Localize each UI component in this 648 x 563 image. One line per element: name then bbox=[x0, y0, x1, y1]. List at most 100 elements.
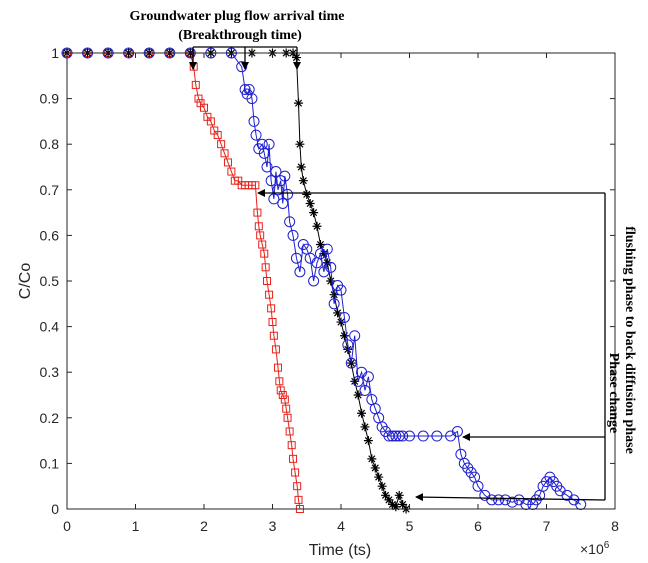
data-point bbox=[404, 430, 415, 442]
data-point bbox=[265, 290, 274, 299]
data-point bbox=[305, 198, 315, 208]
data-point bbox=[253, 208, 262, 217]
data-point bbox=[275, 377, 284, 386]
x-tick-label: 6 bbox=[474, 518, 482, 534]
right-annotation-group-2: flushing phase to back diffusion phase bbox=[622, 226, 637, 454]
x-tick-label: 1 bbox=[132, 518, 140, 534]
y-tick-label: 0.3 bbox=[40, 364, 60, 380]
data-point bbox=[258, 147, 270, 159]
data-point bbox=[279, 170, 291, 182]
data-point bbox=[362, 371, 374, 383]
right-annotation-line2: flushing phase to back diffusion phase bbox=[622, 226, 637, 454]
y-tick-label: 0.9 bbox=[40, 91, 60, 107]
data-point bbox=[298, 176, 308, 186]
x-axis-label: Time (ts) bbox=[309, 542, 372, 559]
x-tick-label: 2 bbox=[200, 518, 208, 534]
data-point bbox=[335, 284, 347, 296]
x-tick-label: 4 bbox=[337, 518, 345, 534]
right-arrow-3 bbox=[415, 493, 606, 502]
data-point bbox=[417, 430, 429, 442]
data-point bbox=[377, 481, 387, 491]
data-point bbox=[328, 298, 340, 310]
data-point bbox=[276, 386, 285, 395]
data-point bbox=[282, 188, 294, 200]
data-point bbox=[308, 275, 320, 287]
data-point bbox=[349, 330, 361, 342]
data-point bbox=[312, 221, 322, 231]
data-point bbox=[278, 391, 287, 399]
data-point bbox=[394, 490, 404, 500]
data-point bbox=[345, 357, 357, 369]
data-point bbox=[384, 495, 394, 505]
data-point bbox=[273, 363, 282, 372]
x-tick-label: 5 bbox=[406, 518, 414, 534]
data-point bbox=[295, 139, 305, 149]
data-point bbox=[283, 413, 292, 422]
data-point bbox=[370, 463, 380, 473]
data-point bbox=[342, 339, 354, 351]
data-point bbox=[325, 261, 337, 273]
data-point bbox=[293, 482, 302, 491]
data-point bbox=[359, 384, 371, 396]
data-point bbox=[486, 494, 498, 506]
right-annotation-arrows bbox=[257, 189, 606, 502]
x-multiplier: ×106 bbox=[580, 540, 610, 557]
data-point bbox=[374, 472, 384, 482]
data-point bbox=[329, 290, 339, 300]
data-point bbox=[267, 304, 276, 313]
data-point bbox=[451, 425, 463, 437]
right-annotation-line1: Phase change bbox=[606, 353, 621, 434]
y-tick-label: 0.6 bbox=[40, 227, 60, 243]
data-point bbox=[223, 158, 232, 167]
data-point bbox=[263, 138, 275, 150]
data-point bbox=[250, 129, 262, 141]
data-point bbox=[291, 468, 300, 477]
data-point bbox=[322, 258, 332, 268]
data-point bbox=[302, 189, 312, 199]
y-tick-label: 0.7 bbox=[40, 182, 60, 198]
data-point bbox=[367, 454, 377, 464]
data-point bbox=[194, 94, 203, 103]
y-tick-label: 0.2 bbox=[40, 410, 60, 426]
data-point bbox=[350, 376, 360, 386]
data-point bbox=[213, 131, 222, 140]
y-tick-label: 0.1 bbox=[40, 455, 60, 471]
x-tick-label: 8 bbox=[611, 518, 619, 534]
y-tick-label: 0.5 bbox=[40, 273, 60, 289]
data-point bbox=[191, 80, 200, 89]
data-point bbox=[260, 249, 269, 258]
y-axis-label: C/Co bbox=[17, 263, 34, 300]
data-point bbox=[261, 161, 273, 173]
data-point bbox=[280, 395, 289, 404]
top-annotation-line1: Groundwater plug flow arrival time bbox=[130, 9, 345, 24]
data-point bbox=[472, 480, 484, 492]
data-point bbox=[360, 422, 370, 432]
x-multiplier-base: ×10 bbox=[580, 541, 604, 557]
x-tick-label: 3 bbox=[269, 518, 277, 534]
top-annotation-line2: (Breakthrough time) bbox=[178, 28, 302, 43]
x-multiplier-exp: 6 bbox=[604, 540, 610, 551]
data-point bbox=[271, 345, 280, 354]
data-point bbox=[363, 436, 373, 446]
data-point bbox=[248, 115, 260, 127]
top-annotation-arrows bbox=[189, 46, 301, 70]
data-point bbox=[326, 276, 336, 286]
data-point bbox=[217, 140, 226, 149]
data-point bbox=[333, 308, 343, 318]
data-point bbox=[315, 240, 325, 250]
data-point bbox=[289, 454, 298, 463]
data-point bbox=[206, 117, 215, 126]
data-point bbox=[268, 193, 280, 205]
data-point bbox=[270, 166, 282, 178]
x-tick-label: 0 bbox=[63, 518, 71, 534]
data-point bbox=[357, 408, 367, 418]
data-point bbox=[290, 252, 302, 264]
data-point bbox=[258, 240, 267, 249]
data-point bbox=[200, 103, 208, 112]
data-point bbox=[263, 277, 272, 285]
data-point bbox=[285, 427, 294, 436]
data-point bbox=[431, 430, 443, 442]
data-point bbox=[294, 266, 306, 278]
data-point bbox=[309, 208, 319, 218]
